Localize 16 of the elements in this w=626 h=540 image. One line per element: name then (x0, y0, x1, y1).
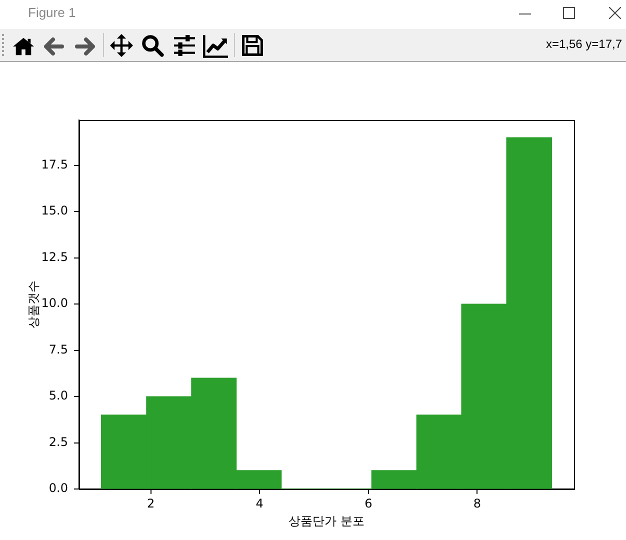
y-axis-title: 상품갯수 (26, 280, 40, 328)
text: x=1,56 y=17,7 (546, 37, 622, 51)
y-tick-label: 15.0 (41, 204, 68, 218)
x-tick-label: 2 (146, 496, 155, 510)
y-tick-label: 17.5 (41, 157, 68, 172)
y-tick-label: 12.5 (41, 250, 68, 264)
y-tick-label: 7.5 (48, 342, 68, 356)
y-tick-label: 10.0 (41, 296, 68, 310)
y-tick-label: 0.0 (48, 481, 68, 496)
x-tick-label: 6 (364, 496, 372, 510)
y-tick-label: 2.5 (48, 434, 68, 449)
caption: Figure 1 (28, 5, 76, 20)
x-tick-label: 8 (473, 496, 481, 510)
x-tick-label: 4 (256, 496, 264, 510)
y-tick-label: 5.0 (48, 388, 68, 403)
x-axis-title: 상품단가 분포 (288, 514, 364, 528)
